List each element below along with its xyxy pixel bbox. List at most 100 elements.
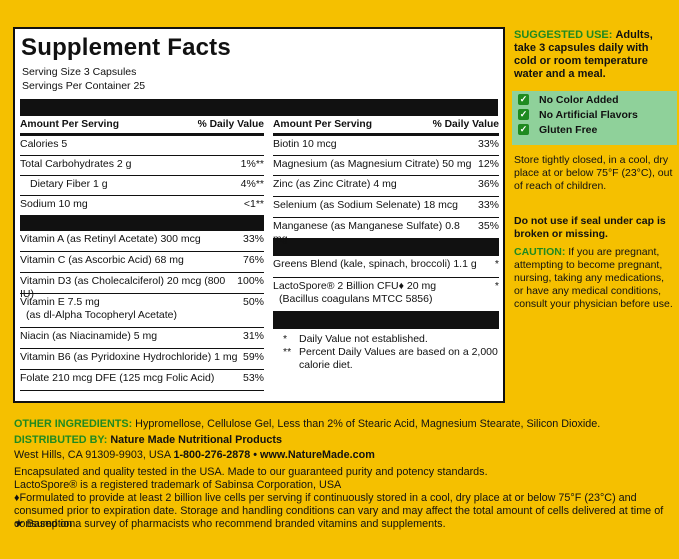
other-ingredients-text: Hypromellose, Cellulose Gel, Less than 2… (135, 418, 601, 430)
other-ingredients: OTHER INGREDIENTS: Hypromellose, Cellulo… (14, 418, 674, 431)
right-group-2: Greens Blend (kale, spinach, broccoli) 1… (273, 256, 499, 312)
check-icon: ✓ (518, 94, 529, 105)
nutrient-row: Vitamin B6 (as Pyridoxine Hydrochloride)… (20, 349, 264, 370)
right-header: Amount Per Serving % Daily Value (273, 118, 499, 136)
nutrient-name: Dietary Fiber 1 g (30, 178, 108, 190)
daily-value: 59% (242, 351, 264, 363)
daily-value: 12% (477, 158, 499, 170)
distributed-by: DISTRIBUTED BY: Nature Made Nutritional … (14, 434, 674, 447)
nutrient-name: Selenium (as Sodium Selenate) 18 mcg (273, 199, 459, 211)
supplement-facts-panel: Supplement Facts Serving Size 3 Capsules… (13, 27, 505, 403)
seal-warning: Do not use if seal under cap is broken o… (514, 215, 666, 240)
right-group-1: Biotin 10 mcg 33% Magnesium (as Magnesium … (273, 136, 499, 245)
nutrient-name: Niacin (as Niacinamide) 5 mg (20, 330, 158, 342)
phone-web: 1-800-276-2878 • www.NatureMade.com (173, 449, 375, 461)
section-bar (20, 216, 264, 231)
check-icon: ✓ (518, 109, 529, 120)
daily-value-label: % Daily Value (432, 119, 499, 130)
check-icon: ✓ (518, 124, 529, 135)
nutrient-name: Vitamin E 7.5 mg (as dl-Alpha Tocopheryl … (20, 296, 177, 321)
nutrient-name: Vitamin C (as Ascorbic Acid) 68 mg (20, 254, 184, 266)
daily-value: 35% (477, 220, 499, 232)
trademark-line: LactoSpore® is a registered trademark of… (14, 479, 342, 491)
footnote: ** Percent Daily Values are based on a 2,… (283, 346, 498, 371)
claim-no-color: ✓ No Color Added (518, 93, 619, 106)
section-bar (273, 312, 499, 329)
daily-value: * (494, 258, 499, 270)
header-bar (20, 99, 498, 116)
nutrient-name: Folate 210 mcg DFE (125 mcg Folic Acid) (20, 372, 215, 384)
nutrient-subname: (Bacillus coagulans MTCC 5856) (279, 293, 433, 305)
claim-no-artificial-flavors: ✓ No Artificial Flavors (518, 108, 638, 121)
nutrient-name: Sodium 10 mg (20, 198, 88, 210)
distributor-name: Nature Made Nutritional Products (110, 434, 282, 446)
nutrient-name: Zinc (as Zinc Citrate) 4 mg (273, 178, 397, 190)
footnote: * Daily Value not established. (283, 333, 428, 345)
nutrient-row: Dietary Fiber 1 g 4%** (20, 176, 264, 196)
claims-box: ✓ No Color Added ✓ No Artificial Flavors ✓… (512, 91, 677, 145)
daily-value: * (494, 280, 499, 292)
caution: CAUTION: If you are pregnant, attempting… (514, 246, 674, 311)
address-line: West Hills, CA 91309-9903, USA 1-800-276… (14, 449, 674, 462)
nutrient-row: Vitamin C (as Ascorbic Acid) 68 mg 76% (20, 252, 264, 273)
daily-value: 31% (242, 330, 264, 342)
daily-value: 53% (242, 372, 264, 384)
nutrient-name: Magnesium (as Magnesium Citrate) 50 mg (273, 158, 472, 170)
nutrient-name: Manganese (as Manganese Sulfate) 0.8 mg (273, 220, 460, 245)
suggested-use: SUGGESTED USE: Adults, take 3 capsules d… (514, 29, 674, 81)
suggested-use-text: Adults, take 3 capsules daily with cold … (514, 29, 653, 80)
nutrient-row: Sodium 10 mg <1** (20, 196, 264, 216)
nutrient-name: Calories 5 (20, 138, 68, 150)
daily-value: 50% (242, 296, 264, 308)
nutrient-name: Greens Blend (kale, spinach, broccoli) 1… (273, 258, 477, 270)
servings-per-container: Servings Per Container 25 (22, 80, 146, 92)
daily-value-label: % Daily Value (197, 119, 264, 130)
left-header: Amount Per Serving % Daily Value (20, 118, 264, 136)
nutrient-row: Total Carbohydrates 2 g 1%** (20, 156, 264, 176)
daily-value: 4%** (240, 178, 264, 190)
nutrient-row: Vitamin E 7.5 mg (as dl-Alpha Tocopheryl … (20, 294, 264, 328)
nutrient-row: Manganese (as Manganese Sulfate) 0.8 mg 3… (273, 218, 499, 245)
daily-value: <1** (243, 198, 264, 210)
nutrient-row: LactoSpore® 2 Billion CFU♦ 20 mg (Bacillu… (273, 278, 499, 312)
formulation-note: ♦Formulated to provide at least 2 billio… (14, 492, 664, 530)
section-bar (273, 239, 499, 256)
footnotes: * Daily Value not established. ** Percent D… (273, 329, 499, 372)
nutrient-name: Vitamin B6 (as Pyridoxine Hydrochloride)… (20, 351, 238, 363)
amount-per-serving-label: Amount Per Serving (20, 119, 119, 130)
nutrient-row: Magnesium (as Magnesium Citrate) 50 mg 12… (273, 156, 499, 176)
nutrient-row: Greens Blend (kale, spinach, broccoli) 1… (273, 256, 499, 278)
caution-text: If you are pregnant, attempting to becom… (514, 246, 673, 310)
amount-per-serving-label: Amount Per Serving (273, 119, 372, 130)
address: West Hills, CA 91309-9903, USA (14, 449, 171, 461)
daily-value: 36% (477, 178, 499, 190)
daily-value: 76% (242, 254, 264, 266)
nutrient-row: Calories 5 (20, 136, 264, 156)
nutrient-row: Vitamin D3 (as Cholecalciferol) 20 mcg (… (20, 273, 264, 300)
nutrient-row: Zinc (as Zinc Citrate) 4 mg 36% (273, 176, 499, 197)
claim-gluten-free: ✓ Gluten Free (518, 123, 598, 136)
right-column: Amount Per Serving % Daily Value Biotin … (273, 118, 499, 372)
nutrient-row: Niacin (as Niacinamide) 5 mg 31% (20, 328, 264, 349)
nutrient-row: Biotin 10 mcg 33% (273, 136, 499, 156)
daily-value: 100% (237, 275, 264, 287)
daily-value: 1%** (240, 158, 264, 170)
storage-text: Store tightly closed, in a cool, dry pla… (514, 154, 673, 192)
daily-value: 33% (477, 199, 499, 211)
left-group-1: Calories 5 Total Carbohydrates 2 g 1%** Die… (20, 136, 264, 216)
daily-value: 33% (477, 138, 499, 150)
suggested-use-label: SUGGESTED USE: (514, 29, 613, 41)
other-ingredients-label: OTHER INGREDIENTS: (14, 418, 133, 430)
nutrient-name: LactoSpore® 2 Billion CFU♦ 20 mg (Bacillu… (273, 280, 437, 305)
nutrient-name: Biotin 10 mcg (273, 138, 337, 150)
survey-note: ★ Based on a survey of pharmacists who r… (14, 518, 446, 530)
facts-title: Supplement Facts (21, 34, 231, 61)
nutrient-row: Folate 210 mcg DFE (125 mcg Folic Acid) 5… (20, 370, 264, 391)
distributed-by-label: DISTRIBUTED BY: (14, 434, 108, 446)
daily-value: 33% (242, 233, 264, 245)
quality-line: Encapsulated and quality tested in the U… (14, 466, 488, 478)
nutrient-name: Vitamin D3 (as Cholecalciferol) 20 mcg (… (20, 275, 226, 300)
nutrient-row: Vitamin A (as Retinyl Acetate) 300 mcg 33… (20, 231, 264, 252)
nutrient-row: Selenium (as Sodium Selenate) 18 mcg 33% (273, 197, 499, 218)
nutrient-subname: (as dl-Alpha Tocopheryl Acetate) (26, 309, 177, 321)
